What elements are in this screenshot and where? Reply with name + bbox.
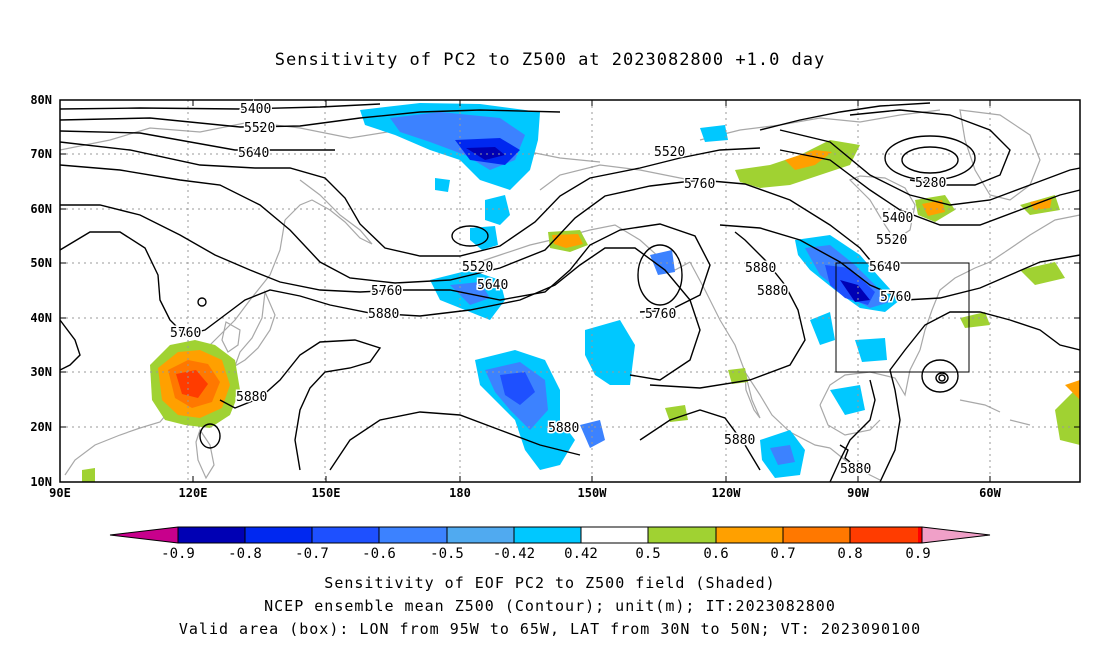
colorbar-swatch [581,527,648,543]
contour-label: 5520 [244,121,275,136]
z500-contours [60,102,1080,482]
contour-label: 5880 [724,433,755,448]
colorbar-labels: -0.9 -0.8 -0.7 -0.6 -0.5 -0.42 0.42 0.5 … [161,546,931,562]
colorbar-label: -0.9 [161,546,195,562]
lat-label: 40N [30,311,52,325]
map-background [60,100,1080,482]
lon-label: 150W [578,486,608,500]
lon-label: 90E [49,486,71,500]
graticule [60,100,1080,482]
axis-ticks [59,99,1080,483]
lat-label: 20N [30,420,52,434]
contour-label: 5400 [240,102,271,117]
colorbar-label: 0.8 [837,546,862,562]
colorbar-swatch [918,527,922,543]
colorbar-label: 0.42 [564,546,598,562]
caption-valid-area: Valid area (box): LON from 95W to 65W, L… [178,620,922,638]
contour-label: 5760 [684,177,715,192]
map-frame [59,99,1081,483]
contour-label: 5760 [880,290,911,305]
colorbar-label: 0.7 [770,546,795,562]
lon-label: 120E [179,486,208,500]
colorbar-swatch [379,527,447,543]
lon-label: 60W [979,486,1001,500]
colorbar-swatch [716,527,783,543]
colorbar-label: 0.9 [905,546,930,562]
colorbar-label: -0.8 [228,546,262,562]
contour-label: 5880 [745,261,776,276]
colorbar-swatch [312,527,379,543]
contour-label: 5880 [368,307,399,322]
chart-title: Sensitivity of PC2 to Z500 at 2023082800… [274,50,826,70]
colorbar-label: -0.5 [430,546,464,562]
contour-label: 5520 [876,233,907,248]
axis-labels: 90E 120E 150E 180 150W 120W 90W 60W 80N … [30,93,1001,500]
lat-label: 10N [30,475,52,489]
positive-shading [82,140,1080,482]
contour-label: 5760 [645,307,676,322]
negative-shading [360,103,900,478]
lat-label: 50N [30,256,52,270]
valid-area-box [835,262,970,373]
contour-label: 5520 [654,145,685,160]
contour-label: 5400 [882,211,913,226]
colorbar-swatch [178,527,245,543]
colorbar-swatch [245,527,312,543]
colorbar-swatch [110,527,178,543]
colorbar-dividers [177,527,923,543]
colorbar-label: -0.42 [493,546,535,562]
contour-label: 5640 [869,260,900,275]
colorbar: -0.9 -0.8 -0.7 -0.6 -0.5 -0.42 0.42 0.5 … [109,526,991,562]
lat-label: 80N [30,93,52,107]
colorbar-swatch [850,527,918,543]
lon-label: 90W [847,486,869,500]
lat-label: 60N [30,202,52,216]
colorbar-label: -0.6 [362,546,396,562]
contour-label: 5520 [462,260,493,275]
colorbar-label: 0.5 [635,546,660,562]
colorbar-swatch [922,527,990,543]
contour-label: 5280 [915,176,946,191]
contour-label: 5640 [477,278,508,293]
contour-label: 5760 [371,284,402,299]
caption-contour: NCEP ensemble mean Z500 (Contour); unit(… [264,597,836,615]
colorbar-swatch [783,527,850,543]
lon-label: 150E [312,486,341,500]
contour-label: 5640 [238,146,269,161]
colorbar-swatch [514,527,581,543]
contour-label: 5760 [170,326,201,341]
contour-label: 5880 [236,390,267,405]
colorbar-label: 0.6 [703,546,728,562]
lat-label: 30N [30,365,52,379]
lon-label: 180 [449,486,471,500]
lat-label: 70N [30,147,52,161]
contour-label: 5880 [757,284,788,299]
lon-label: 120W [712,486,742,500]
contour-label: 5880 [840,462,871,477]
colorbar-swatch [648,527,716,543]
colorbar-swatch [447,527,514,543]
contour-label: 5880 [548,421,579,436]
caption-shading: Sensitivity of EOF PC2 to Z500 field (Sh… [324,574,776,592]
contour-label-layer: 5400 5520 5640 5520 5760 5280 5400 5520 … [169,101,948,479]
colorbar-label: -0.7 [295,546,329,562]
